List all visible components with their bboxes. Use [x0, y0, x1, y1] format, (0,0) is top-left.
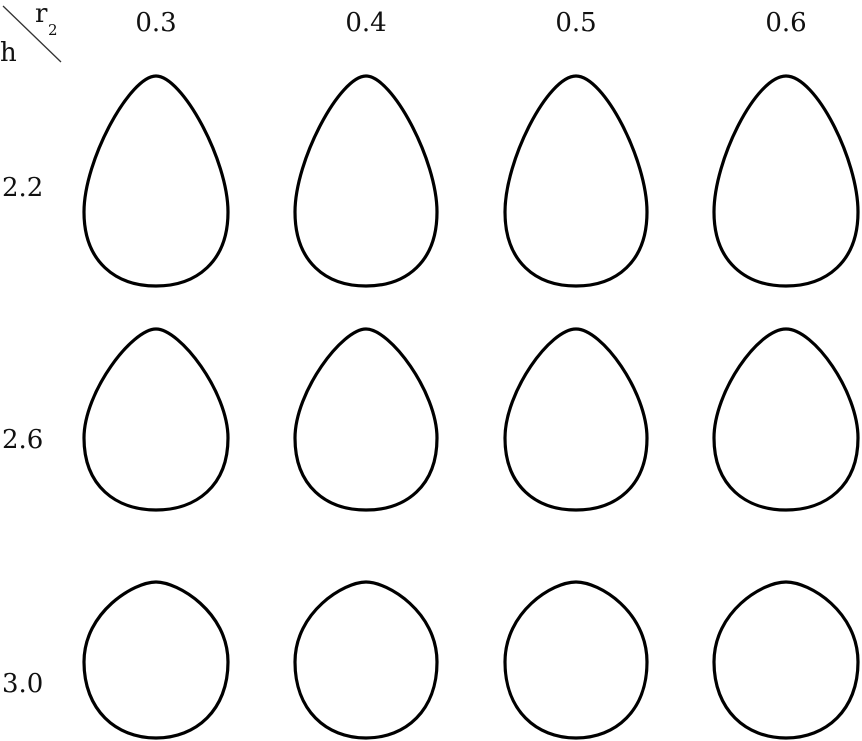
column-header: 0.6 [765, 8, 806, 38]
egg-shape [293, 580, 439, 740]
column-headers: 0.3 0.4 0.5 0.6 [135, 8, 806, 38]
egg-shape [82, 580, 230, 740]
egg-shape [503, 74, 649, 288]
egg-shape [293, 327, 439, 512]
column-variable-subscript: 2 [48, 21, 58, 39]
row-header: 2.2 [2, 173, 43, 203]
column-header: 0.3 [135, 8, 176, 38]
egg-shape [82, 74, 230, 288]
egg-shape [712, 580, 860, 740]
egg-shape [712, 74, 860, 288]
row-header: 2.6 [2, 425, 43, 455]
egg-shape [503, 327, 649, 512]
egg-shape [712, 327, 860, 512]
corner-diagonal-line [2, 5, 62, 63]
egg-shape [293, 74, 439, 288]
row-header: 3.0 [2, 669, 43, 699]
corner-header: h r 2 [0, 0, 62, 68]
column-header: 0.5 [555, 8, 596, 38]
egg-shape [82, 327, 230, 512]
column-header: 0.4 [345, 8, 386, 38]
column-variable-label: r [35, 0, 48, 29]
row-variable-label: h [0, 38, 17, 68]
egg-shape [503, 580, 649, 740]
row-headers: 2.2 2.6 3.0 [2, 173, 43, 699]
egg-shapes [82, 74, 860, 740]
